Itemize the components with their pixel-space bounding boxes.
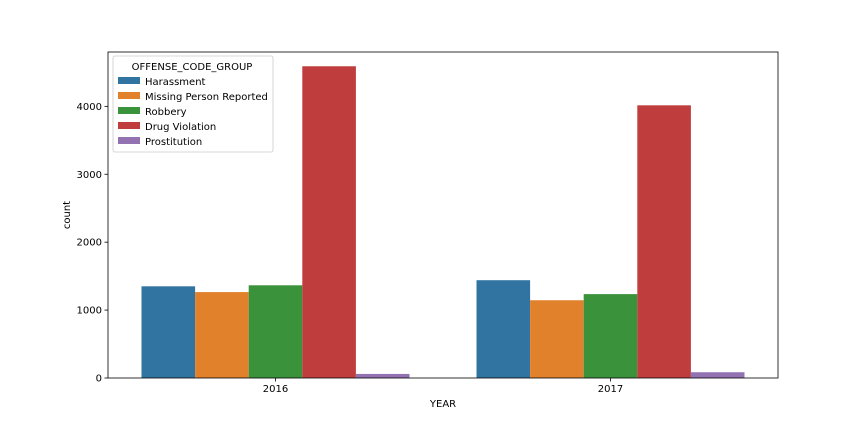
bar-prostitution-2017	[690, 372, 745, 378]
legend-swatch	[118, 122, 140, 129]
x-tick-label: 2016	[263, 384, 288, 395]
legend-label: Robbery	[145, 107, 187, 118]
y-axis: 0 1000 2000 3000 4000	[77, 102, 108, 385]
legend-box	[112, 55, 274, 153]
x-tick-label: 2017	[598, 384, 623, 395]
bar-drug-violation-2016	[302, 66, 356, 378]
x-axis-label: YEAR	[429, 399, 456, 410]
x-axis: 2016 2017	[263, 378, 623, 395]
legend-swatch	[118, 107, 140, 114]
bars-group	[141, 66, 745, 379]
legend-label: Harassment	[145, 77, 206, 88]
y-tick-label: 4000	[77, 102, 102, 113]
bar-missing-person-reported-2016	[195, 292, 249, 378]
y-axis-label: count	[62, 201, 73, 229]
legend-label: Prostitution	[145, 137, 202, 148]
legend-swatch	[118, 77, 140, 84]
legend-title: OFFENSE_CODE_GROUP	[132, 62, 253, 73]
bar-missing-person-reported-2017	[530, 300, 584, 378]
y-tick-label: 0	[96, 374, 102, 385]
y-tick-label: 3000	[77, 170, 102, 181]
legend-swatch	[118, 137, 140, 144]
y-tick-label: 2000	[77, 238, 102, 249]
bar-harassment-2017	[476, 280, 531, 378]
bar-prostitution-2016	[355, 373, 410, 378]
legend: OFFENSE_CODE_GROUP Harassment Missing Per…	[112, 55, 274, 153]
bar-harassment-2016	[141, 286, 196, 378]
plot-frame	[107, 51, 779, 379]
bar-robbery-2016	[248, 285, 303, 378]
legend-label: Drug Violation	[145, 122, 216, 133]
bar-robbery-2017	[583, 294, 638, 378]
legend-label: Missing Person Reported	[145, 92, 268, 103]
y-tick-label: 1000	[77, 306, 102, 317]
legend-items: Harassment Missing Person Reported Robbery…	[118, 77, 268, 148]
bar-drug-violation-2017	[637, 105, 691, 379]
legend-swatch	[118, 92, 140, 99]
